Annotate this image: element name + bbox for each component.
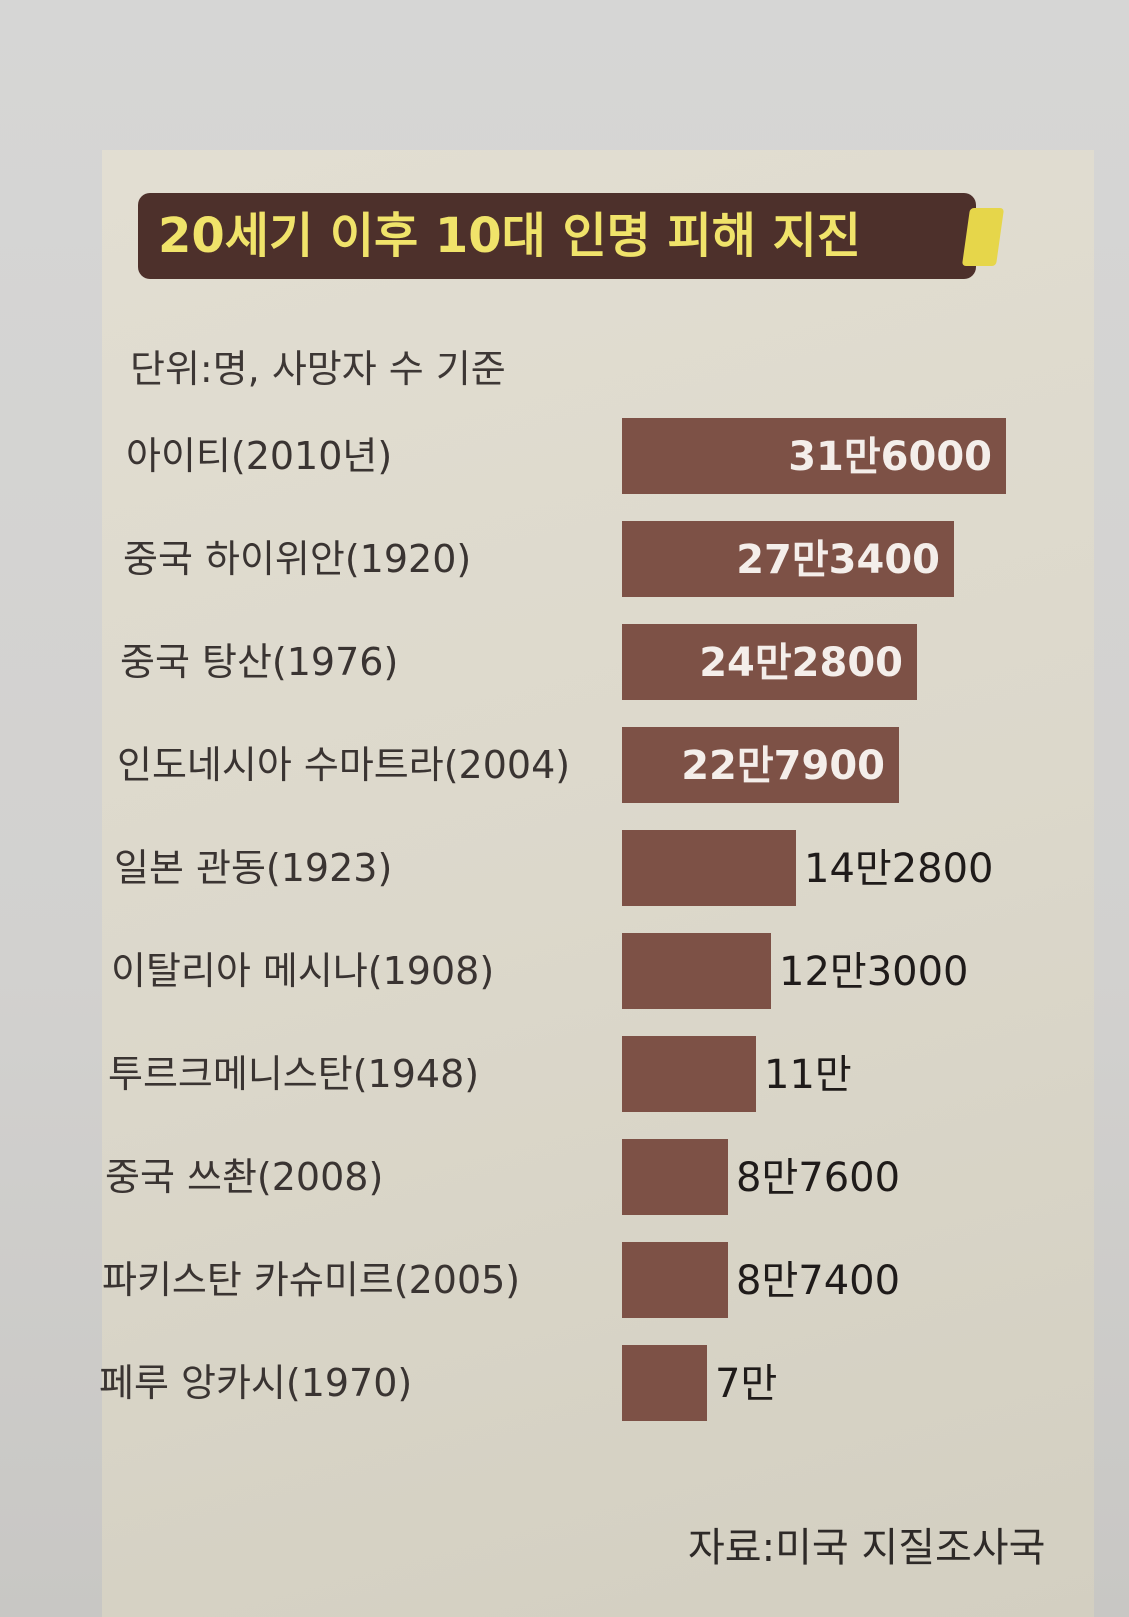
value-label: 14만2800 <box>804 846 994 892</box>
bar <box>622 521 954 597</box>
chart-source: 자료:미국 지질조사국 <box>688 1525 1046 1571</box>
value-label: 31만6000 <box>788 434 992 480</box>
bar <box>622 727 899 803</box>
infographic-panel <box>102 150 1094 1617</box>
category-label: 페루 앙카시(1970) <box>99 1361 412 1405</box>
value-label: 12만3000 <box>779 949 969 995</box>
bar <box>622 624 917 700</box>
bar <box>622 418 1006 494</box>
category-label: 일본 관동(1923) <box>114 846 392 890</box>
value-label: 8만7600 <box>736 1155 900 1201</box>
bar <box>622 1139 728 1215</box>
category-label: 투르크메니스탄(1948) <box>108 1052 479 1096</box>
category-label: 중국 탕산(1976) <box>120 640 398 684</box>
category-label: 이탈리아 메시나(1908) <box>111 949 494 993</box>
title-banner <box>138 193 976 279</box>
category-label: 중국 쓰촨(2008) <box>105 1155 383 1199</box>
value-label: 27만3400 <box>736 537 940 583</box>
category-label: 아이티(2010년) <box>126 434 392 478</box>
chart-title: 20세기 이후 10대 인명 피해 지진 <box>158 208 861 264</box>
value-label: 24만2800 <box>699 640 903 686</box>
value-label: 7만 <box>715 1361 777 1407</box>
bar <box>622 1242 728 1318</box>
category-label: 중국 하이위안(1920) <box>123 537 471 581</box>
value-label: 22만7900 <box>681 743 885 789</box>
chart-subtitle: 단위:명, 사망자 수 기준 <box>130 347 506 391</box>
value-label: 8만7400 <box>736 1258 900 1304</box>
bar <box>622 830 796 906</box>
bar <box>622 933 771 1009</box>
value-label: 11만 <box>764 1052 852 1098</box>
category-label: 파키스탄 카슈미르(2005) <box>102 1258 520 1302</box>
category-label: 인도네시아 수마트라(2004) <box>117 743 570 787</box>
bar <box>622 1036 756 1112</box>
bar <box>622 1345 707 1421</box>
